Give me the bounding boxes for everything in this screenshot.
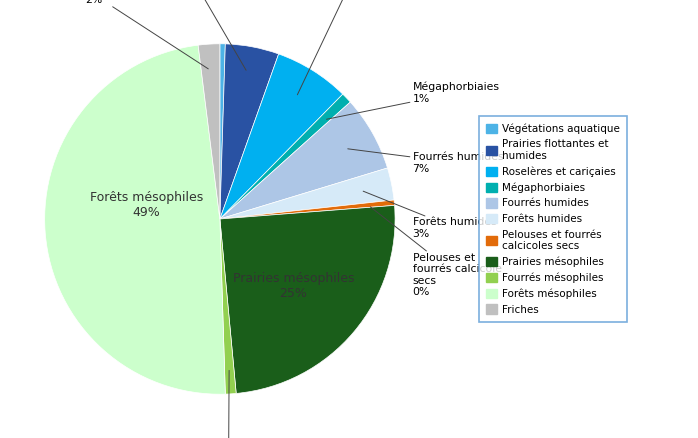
Wedge shape (45, 45, 225, 394)
Wedge shape (220, 44, 279, 219)
Legend: Végétations aquatique, Prairies flottantes et
humides, Roselères et cariçaies, M: Végétations aquatique, Prairies flottant… (479, 116, 628, 322)
Text: Forêts humides
3%: Forêts humides 3% (363, 191, 496, 239)
Wedge shape (220, 205, 395, 393)
Text: Prairies flottantes et
humides
5%: Prairies flottantes et humides 5% (133, 0, 246, 70)
Wedge shape (220, 102, 387, 219)
Wedge shape (220, 168, 394, 219)
Text: Fourrés humides
7%: Fourrés humides 7% (348, 149, 503, 174)
Wedge shape (198, 44, 220, 219)
Text: Fourrés mésophiles
1%: Fourrés mésophiles 1% (176, 371, 281, 438)
Text: Pelouses et
fourrés calcicole
secs
0%: Pelouses et fourrés calcicole secs 0% (371, 207, 502, 297)
Wedge shape (220, 200, 394, 219)
Text: Mégaphorbiaies
1%: Mégaphorbiaies 1% (327, 82, 500, 119)
Text: Roselères
et cariçaies
7%: Roselères et cariçaies 7% (297, 0, 384, 95)
Text: Forêts mésophiles
49%: Forêts mésophiles 49% (89, 191, 203, 219)
Text: Friches
2%: Friches 2% (75, 0, 208, 69)
Wedge shape (220, 54, 343, 219)
Wedge shape (220, 44, 225, 219)
Wedge shape (220, 94, 350, 219)
Text: Prairies mésophiles
25%: Prairies mésophiles 25% (232, 272, 354, 300)
Wedge shape (220, 219, 236, 394)
